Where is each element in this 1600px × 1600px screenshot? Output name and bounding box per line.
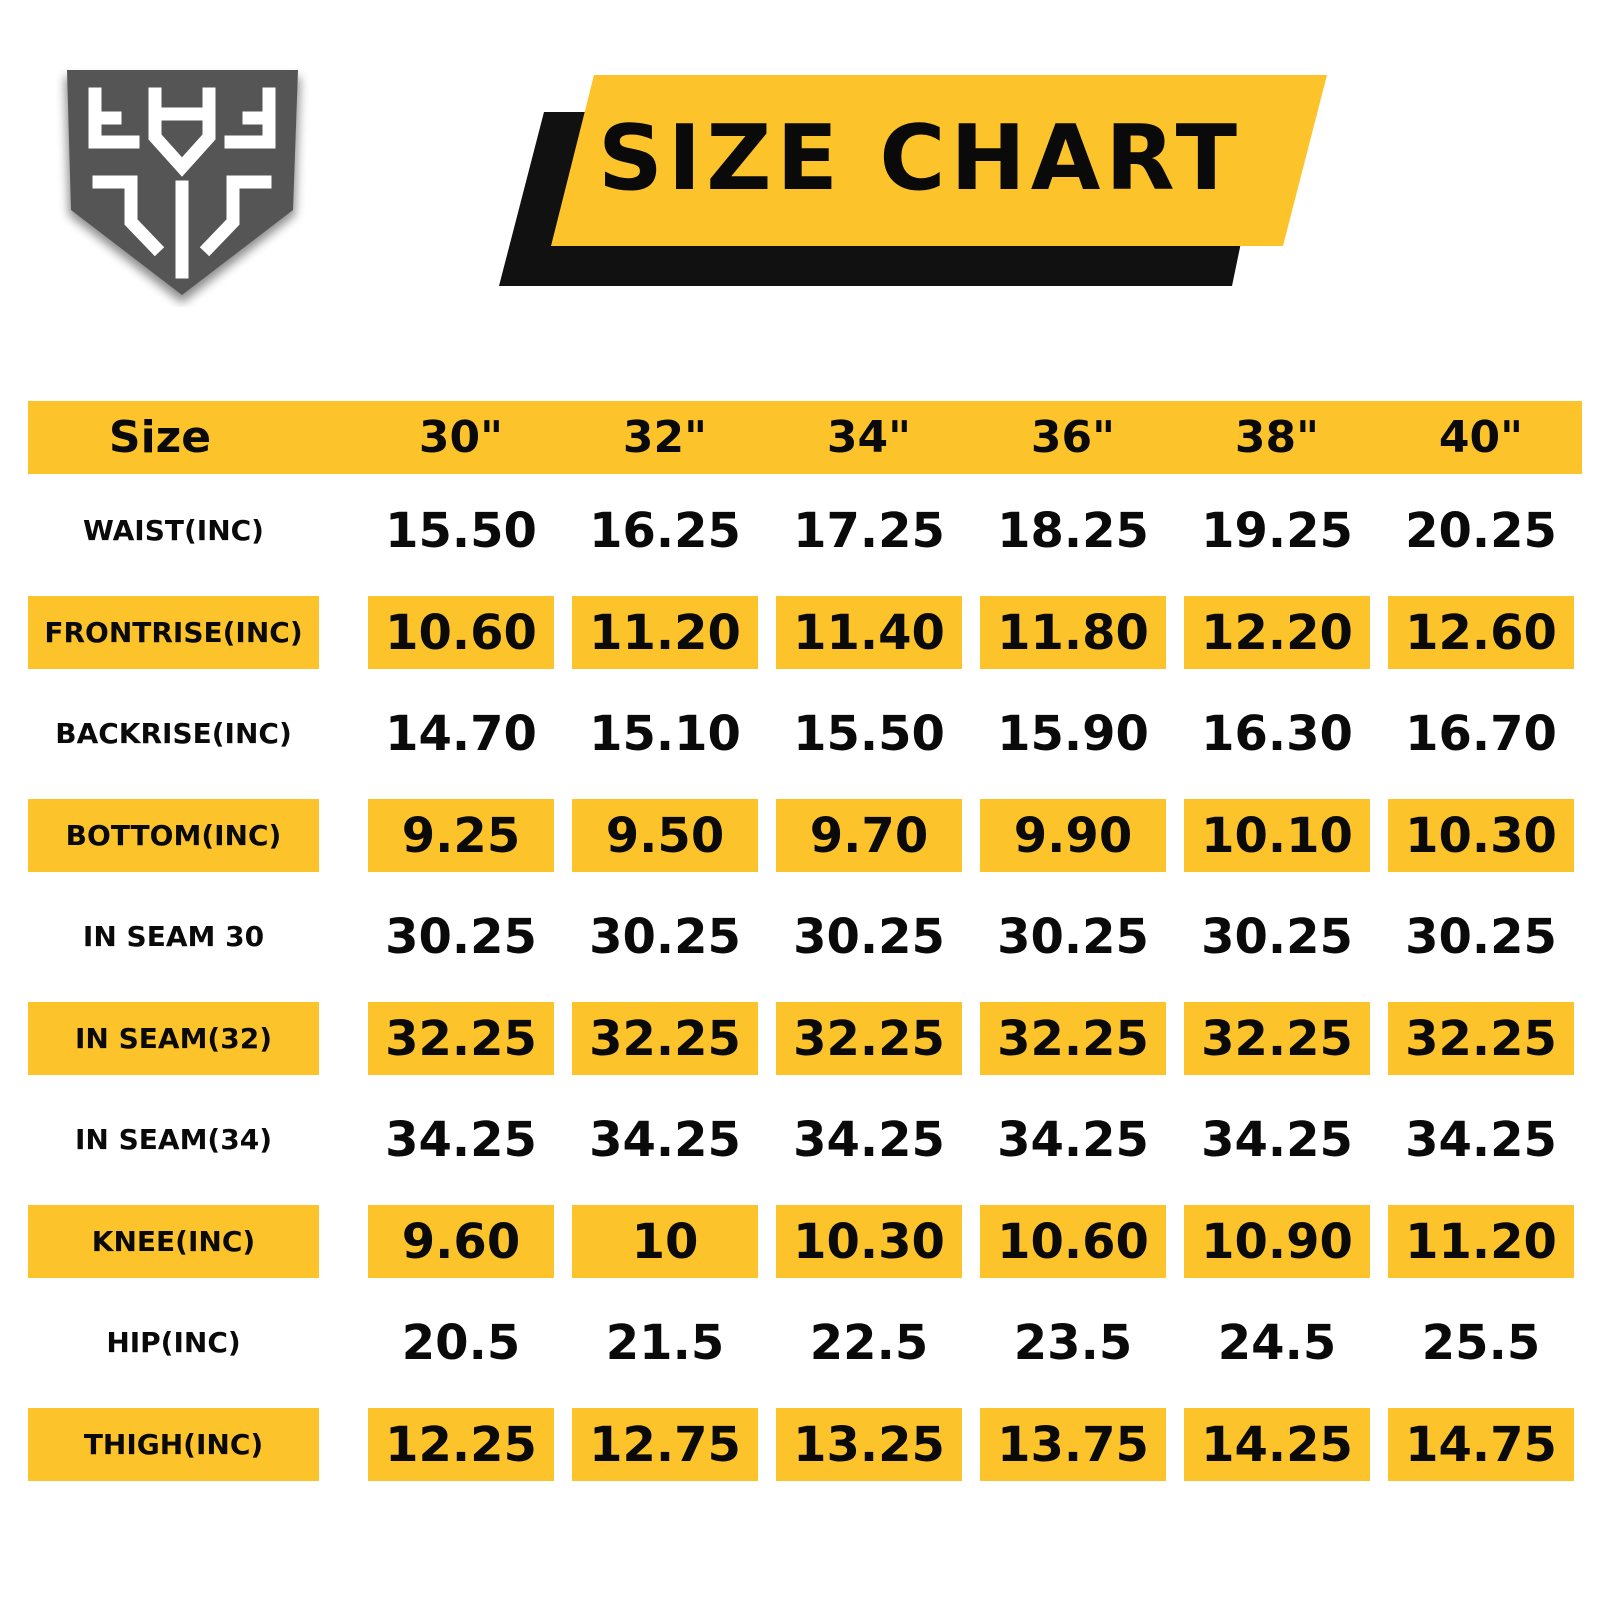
row-label: THIGH(INC) <box>28 1408 319 1481</box>
row-value: 11.40 <box>776 596 962 669</box>
row-value: 23.5 <box>1013 1314 1133 1371</box>
row-value: 11.20 <box>1388 1205 1574 1278</box>
banner-yellow-shape <box>551 75 1327 246</box>
row-value: 30.25 <box>997 908 1149 965</box>
row-value: 15.50 <box>385 502 537 559</box>
row-value: 14.25 <box>1184 1408 1370 1481</box>
row-value: 9.70 <box>776 799 962 872</box>
row-label: IN SEAM(32) <box>28 1002 319 1075</box>
row-value: 16.25 <box>589 502 741 559</box>
row-value: 34.25 <box>589 1111 741 1168</box>
row-value: 34.25 <box>1201 1111 1353 1168</box>
row-value: 32.25 <box>1184 1002 1370 1075</box>
row-value: 10.30 <box>1388 799 1574 872</box>
table-header-row <box>28 401 1582 474</box>
header-size-label: Size <box>108 412 212 463</box>
header-size-2: 34" <box>826 412 912 463</box>
row-value: 15.50 <box>793 705 945 762</box>
row-label: FRONTRISE(INC) <box>28 596 319 669</box>
row-value: 24.5 <box>1217 1314 1337 1371</box>
brand-logo <box>65 70 300 303</box>
row-value: 18.25 <box>997 502 1149 559</box>
row-value: 9.25 <box>368 799 554 872</box>
header-size-0: 30" <box>418 412 504 463</box>
row-value: 16.70 <box>1405 705 1557 762</box>
row-value: 15.10 <box>589 705 741 762</box>
row-value: 11.20 <box>572 596 758 669</box>
row-value: 12.20 <box>1184 596 1370 669</box>
row-value: 13.75 <box>980 1408 1166 1481</box>
row-value: 32.25 <box>980 1002 1166 1075</box>
header-size-1: 32" <box>622 412 708 463</box>
row-value: 19.25 <box>1201 502 1353 559</box>
row-value: 30.25 <box>1201 908 1353 965</box>
row-value: 11.80 <box>980 596 1166 669</box>
row-label: IN SEAM(34) <box>75 1123 272 1156</box>
row-value: 34.25 <box>997 1111 1149 1168</box>
row-value: 9.60 <box>368 1205 554 1278</box>
row-value: 22.5 <box>809 1314 929 1371</box>
row-value: 9.90 <box>980 799 1166 872</box>
row-label: HIP(INC) <box>106 1326 241 1359</box>
row-value: 12.25 <box>368 1408 554 1481</box>
row-value: 30.25 <box>385 908 537 965</box>
row-value: 10.30 <box>776 1205 962 1278</box>
row-value: 30.25 <box>1405 908 1557 965</box>
row-value: 16.30 <box>1201 705 1353 762</box>
row-value: 9.50 <box>572 799 758 872</box>
row-label: WAIST(INC) <box>83 514 264 547</box>
title-banner <box>499 75 1327 286</box>
row-value: 10 <box>572 1205 758 1278</box>
header-size-4: 38" <box>1234 412 1320 463</box>
row-label: BACKRISE(INC) <box>55 717 292 750</box>
row-value: 14.75 <box>1388 1408 1574 1481</box>
row-value: 34.25 <box>385 1111 537 1168</box>
row-value: 30.25 <box>793 908 945 965</box>
row-label: IN SEAM 30 <box>82 920 265 953</box>
header-size-5: 40" <box>1438 412 1524 463</box>
row-value: 10.60 <box>368 596 554 669</box>
row-value: 32.25 <box>776 1002 962 1075</box>
row-value: 20.25 <box>1405 502 1557 559</box>
row-value: 10.90 <box>1184 1205 1370 1278</box>
row-value: 15.90 <box>997 705 1149 762</box>
row-value: 32.25 <box>368 1002 554 1075</box>
row-value: 34.25 <box>1405 1111 1557 1168</box>
row-value: 32.25 <box>1388 1002 1574 1075</box>
row-label: KNEE(INC) <box>28 1205 319 1278</box>
row-value: 10.60 <box>980 1205 1166 1278</box>
row-value: 10.10 <box>1184 799 1370 872</box>
row-value: 17.25 <box>793 502 945 559</box>
header-size-3: 36" <box>1030 412 1116 463</box>
row-value: 34.25 <box>793 1111 945 1168</box>
row-value: 14.70 <box>385 705 537 762</box>
row-value: 25.5 <box>1421 1314 1541 1371</box>
row-value: 20.5 <box>401 1314 521 1371</box>
row-value: 12.75 <box>572 1408 758 1481</box>
page-title: SIZE CHART <box>597 105 1243 211</box>
row-value: 30.25 <box>589 908 741 965</box>
row-label: BOTTOM(INC) <box>28 799 319 872</box>
row-value: 13.25 <box>776 1408 962 1481</box>
row-value: 12.60 <box>1388 596 1574 669</box>
row-value: 21.5 <box>605 1314 725 1371</box>
row-value: 32.25 <box>572 1002 758 1075</box>
